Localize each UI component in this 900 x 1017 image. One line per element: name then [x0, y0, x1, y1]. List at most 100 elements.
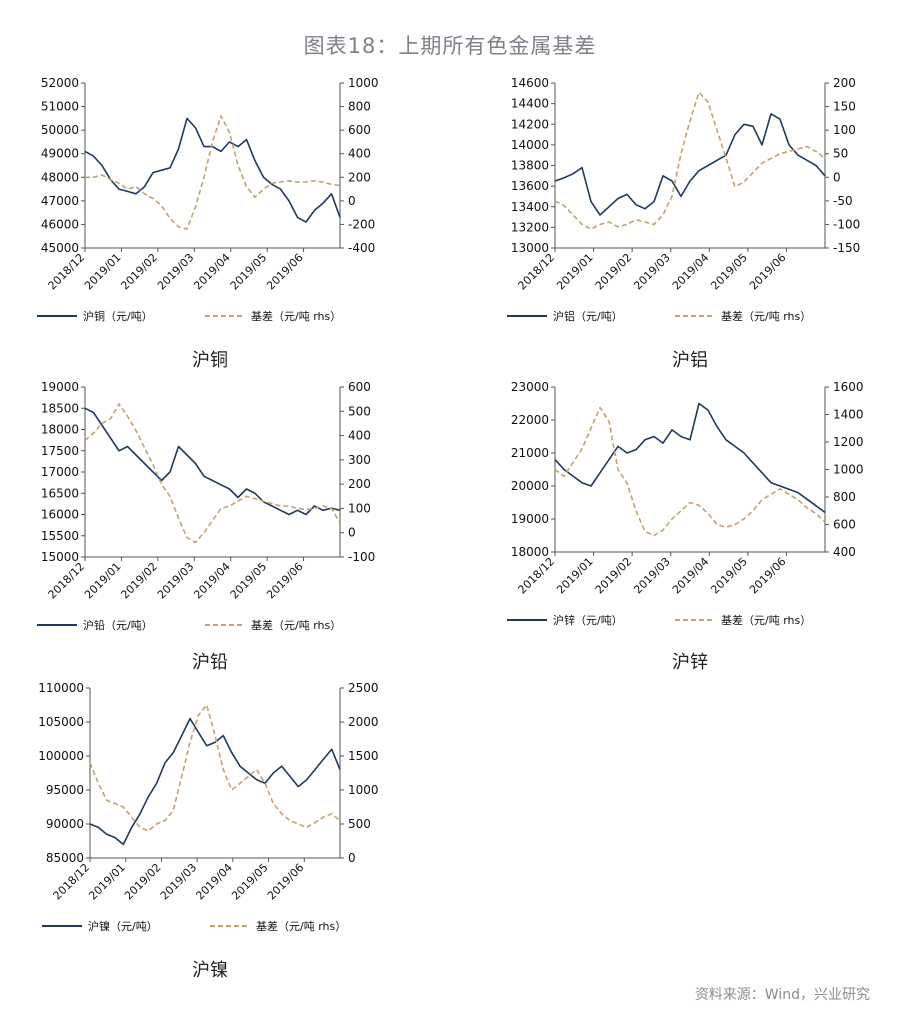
legend-price-label: 沪锌（元/吨）	[553, 613, 623, 627]
right-tick-label: 300	[348, 453, 371, 467]
chart-panel-zinc: 18000 19000 20000 21000 22000 23000 400 600 800 1…	[470, 372, 900, 642]
legend-price-label: 沪铅（元/吨）	[83, 618, 153, 632]
left-tick-label: 15000	[41, 550, 79, 564]
x-tick-label: 2019/03	[155, 251, 197, 293]
right-tick-label: 600	[833, 518, 856, 532]
right-tick-label: 1000	[833, 463, 864, 477]
left-tick-label: 14000	[511, 138, 549, 152]
left-tick-label: 17500	[41, 444, 79, 458]
figure-title: 图表18：上期所有色金属基差	[303, 34, 597, 58]
left-tick-label: 14400	[511, 97, 549, 111]
caption-aluminum: 沪铝	[672, 350, 708, 371]
legend-price-label: 沪铜（元/吨）	[83, 309, 153, 323]
right-tick-label: 500	[348, 817, 371, 831]
right-tick-label: 50	[833, 147, 848, 161]
left-tick-label: 13200	[511, 220, 549, 234]
legend-price-label: 沪镍（元/吨）	[88, 919, 158, 933]
caption-copper: 沪铜	[192, 350, 228, 371]
x-tick-label: 2019/03	[631, 251, 673, 293]
right-tick-label: 1400	[833, 408, 864, 422]
x-tick-label: 2019/05	[228, 560, 270, 602]
x-tick-label: 2019/02	[118, 251, 160, 293]
x-tick-label: 2019/06	[747, 555, 789, 597]
x-tick-label: 2019/04	[193, 861, 235, 903]
right-tick-label: 400	[833, 545, 856, 559]
right-tick-label: 1000	[348, 76, 379, 90]
x-tick-label: 2019/02	[122, 861, 164, 903]
series-price-line	[84, 117, 341, 223]
right-tick-label: 500	[348, 404, 371, 418]
left-tick-label: 16500	[41, 486, 79, 500]
right-tick-label: 2000	[348, 715, 379, 729]
right-tick-label: 200	[348, 477, 371, 491]
chart-copper: 45000 46000 47000 48000 49000 50000 51000 52000…	[37, 76, 379, 323]
x-tick-label: 2018/12	[516, 251, 558, 293]
x-tick-label: 2019/05	[228, 251, 270, 293]
chart-panel-lead: 15000 15500 16000 16500 17000 17500 18000 18500…	[0, 372, 440, 642]
series-price-line	[554, 402, 826, 514]
left-tick-label: 18000	[511, 545, 549, 559]
x-tick-label: 2019/01	[554, 251, 596, 293]
right-tick-label: 1200	[833, 435, 864, 449]
left-tick-label: 23000	[511, 380, 549, 394]
x-tick-label: 2018/12	[51, 861, 93, 903]
chart-zinc: 18000 19000 20000 21000 22000 23000 400 600 800 1…	[507, 380, 864, 627]
left-tick-label: 22000	[511, 413, 549, 427]
left-tick-label: 14600	[511, 76, 549, 90]
caption-nickel: 沪镍	[192, 960, 228, 981]
series-basis-line	[89, 704, 341, 832]
right-tick-label: -100	[833, 217, 860, 231]
x-tick-label: 2019/02	[593, 251, 635, 293]
x-tick-label: 2019/03	[155, 560, 197, 602]
caption-lead: 沪铅	[192, 652, 228, 673]
right-tick-label: 400	[348, 429, 371, 443]
x-tick-label: 2019/06	[265, 861, 307, 903]
legend-basis-label: 基差（元/吨 rhs）	[251, 618, 341, 632]
left-tick-label: 18000	[41, 423, 79, 437]
right-tick-label: 1600	[833, 380, 864, 394]
x-tick-label: 2019/05	[708, 251, 750, 293]
series-price-line	[84, 407, 341, 516]
x-tick-label: 2019/04	[670, 555, 712, 597]
series-basis-line	[85, 115, 341, 230]
left-tick-label: 14200	[511, 117, 549, 131]
right-tick-label: -50	[833, 194, 853, 208]
legend-basis-label: 基差（元/吨 rhs）	[251, 309, 341, 323]
left-tick-label: 13800	[511, 159, 549, 173]
right-tick-label: 150	[833, 100, 856, 114]
x-tick-label: 2019/03	[158, 861, 200, 903]
left-tick-label: 52000	[41, 76, 79, 90]
x-tick-label: 2018/12	[46, 251, 88, 293]
x-tick-label: 2019/04	[191, 251, 233, 293]
right-tick-label: 200	[348, 170, 371, 184]
right-tick-label: 100	[833, 123, 856, 137]
x-tick-label: 2018/12	[516, 555, 558, 597]
right-tick-label: 0	[348, 194, 356, 208]
right-tick-label: 0	[348, 526, 356, 540]
right-tick-label: 2500	[348, 681, 379, 695]
left-tick-label: 16000	[41, 508, 79, 522]
right-tick-label: -400	[348, 241, 375, 255]
x-tick-label: 2019/06	[747, 251, 789, 293]
left-tick-label: 47000	[41, 194, 79, 208]
left-tick-label: 19000	[511, 512, 549, 526]
x-tick-label: 2019/02	[118, 560, 160, 602]
left-tick-label: 19000	[41, 380, 79, 394]
chart-panel-nickel: 85000 90000 95000 100000 105000 110000 0 500 100…	[0, 676, 440, 946]
chart-panel-copper: 45000 46000 47000 48000 49000 50000 51000 52000…	[0, 68, 440, 338]
left-tick-label: 17000	[41, 465, 79, 479]
left-tick-label: 48000	[41, 170, 79, 184]
x-tick-label: 2019/04	[670, 251, 712, 293]
chart-aluminum: 13000 13200 13400 13600 13800 14000 14200 14400…	[507, 76, 860, 323]
legend-basis-label: 基差（元/吨 rhs）	[721, 309, 811, 323]
right-tick-label: 400	[348, 147, 371, 161]
x-tick-label: 2018/12	[46, 560, 88, 602]
left-tick-label: 20000	[511, 479, 549, 493]
left-tick-label: 95000	[46, 783, 84, 797]
left-tick-label: 90000	[46, 817, 84, 831]
right-tick-label: -200	[348, 217, 375, 231]
chart-lead: 15000 15500 16000 16500 17000 17500 18000 18500…	[37, 380, 375, 632]
series-price-line	[89, 717, 341, 846]
x-tick-label: 2019/06	[264, 251, 306, 293]
x-tick-label: 2019/05	[708, 555, 750, 597]
